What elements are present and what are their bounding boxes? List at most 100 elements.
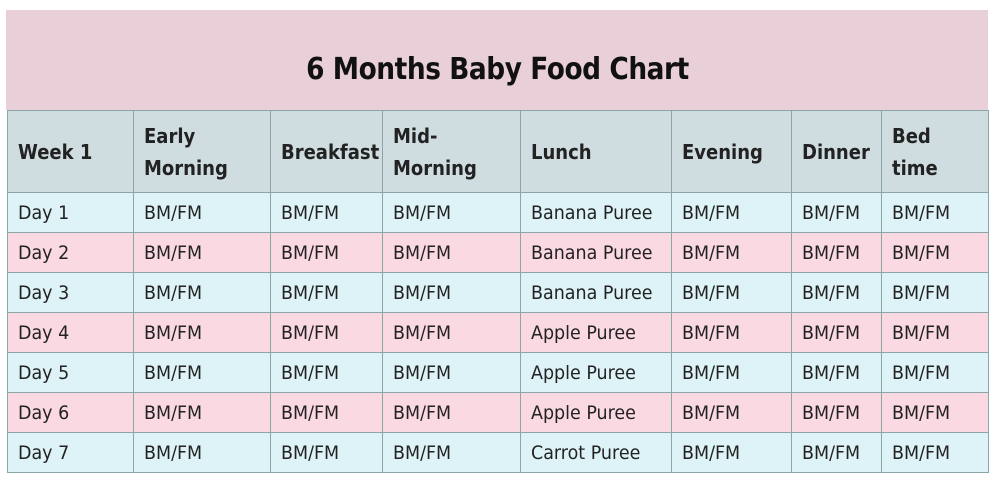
day-label: Day 5 bbox=[18, 361, 70, 384]
header-label: Breakfast bbox=[281, 139, 380, 164]
meal-value: BM/FM bbox=[144, 441, 203, 464]
table-cell: BM/FM bbox=[270, 192, 383, 233]
table-row: Day 6 BM/FM BM/FM BM/FM Apple Puree BM/FM BM/F… bbox=[7, 392, 989, 433]
meal-value: BM/FM bbox=[802, 401, 861, 424]
meal-value: BM/FM bbox=[281, 401, 340, 424]
meal-value: Apple Puree bbox=[531, 401, 636, 424]
table-cell: Day 3 bbox=[7, 272, 134, 313]
table-cell: BM/FM bbox=[671, 352, 792, 393]
meal-value: BM/FM bbox=[281, 441, 340, 464]
table-cell: BM/FM bbox=[791, 392, 882, 433]
table-cell: BM/FM bbox=[133, 432, 271, 473]
table-cell: Apple Puree bbox=[520, 312, 672, 353]
meal-value: BM/FM bbox=[892, 241, 951, 264]
meal-value: BM/FM bbox=[802, 201, 861, 224]
table-cell: BM/FM bbox=[133, 272, 271, 313]
header-week: Week 1 bbox=[7, 110, 134, 193]
meal-value: BM/FM bbox=[682, 401, 741, 424]
table-cell: BM/FM bbox=[382, 312, 521, 353]
meal-value: BM/FM bbox=[802, 361, 861, 384]
table-cell: BM/FM bbox=[791, 272, 882, 313]
table-header-row: Week 1 Early Morning Breakfast Mid-Morning L… bbox=[7, 110, 989, 193]
table-cell: BM/FM bbox=[270, 352, 383, 393]
table-cell: Banana Puree bbox=[520, 232, 672, 273]
table-cell: BM/FM bbox=[382, 272, 521, 313]
table-cell: BM/FM bbox=[671, 192, 792, 233]
food-chart-document: 6 Months Baby Food Chart Week 1 Early Mor… bbox=[6, 10, 989, 473]
meal-value: BM/FM bbox=[892, 441, 951, 464]
meal-value: BM/FM bbox=[144, 321, 203, 344]
meal-value: Apple Puree bbox=[531, 321, 636, 344]
table-cell: BM/FM bbox=[382, 392, 521, 433]
meal-value: BM/FM bbox=[281, 241, 340, 264]
meal-value: BM/FM bbox=[892, 401, 951, 424]
header-label: Week 1 bbox=[18, 139, 93, 164]
meal-value: BM/FM bbox=[393, 281, 452, 304]
header-breakfast: Breakfast bbox=[270, 110, 383, 193]
meal-value: BM/FM bbox=[281, 281, 340, 304]
day-label: Day 6 bbox=[18, 401, 70, 424]
table-cell: BM/FM bbox=[671, 312, 792, 353]
table-cell: BM/FM bbox=[791, 192, 882, 233]
table-cell: BM/FM bbox=[881, 392, 989, 433]
table-cell: BM/FM bbox=[382, 232, 521, 273]
table-cell: Banana Puree bbox=[520, 272, 672, 313]
table-cell: BM/FM bbox=[133, 312, 271, 353]
table-row: Day 7 BM/FM BM/FM BM/FM Carrot Puree BM/FM BM/… bbox=[7, 432, 989, 473]
table-cell: BM/FM bbox=[791, 352, 882, 393]
header-label: Dinner bbox=[802, 139, 870, 164]
table-cell: BM/FM bbox=[881, 432, 989, 473]
table-cell: Banana Puree bbox=[520, 192, 672, 233]
table-cell: BM/FM bbox=[791, 432, 882, 473]
food-chart-table: Week 1 Early Morning Breakfast Mid-Morning L… bbox=[7, 110, 989, 473]
title-banner: 6 Months Baby Food Chart bbox=[6, 10, 988, 110]
table-row: Day 2 BM/FM BM/FM BM/FM Banana Puree BM/FM BM/… bbox=[7, 232, 989, 273]
meal-value: BM/FM bbox=[144, 361, 203, 384]
meal-value: BM/FM bbox=[682, 321, 741, 344]
table-cell: Carrot Puree bbox=[520, 432, 672, 473]
table-cell: BM/FM bbox=[270, 312, 383, 353]
table-cell: BM/FM bbox=[881, 272, 989, 313]
meal-value: BM/FM bbox=[892, 201, 951, 224]
day-label: Day 4 bbox=[18, 321, 70, 344]
header-evening: Evening bbox=[671, 110, 792, 193]
day-label: Day 1 bbox=[18, 201, 70, 224]
table-cell: BM/FM bbox=[270, 432, 383, 473]
header-early-morning: Early Morning bbox=[133, 110, 271, 193]
table-cell: BM/FM bbox=[382, 432, 521, 473]
meal-value: BM/FM bbox=[144, 401, 203, 424]
table-cell: BM/FM bbox=[671, 392, 792, 433]
table-cell: Day 6 bbox=[7, 392, 134, 433]
meal-value: Apple Puree bbox=[531, 361, 636, 384]
header-bed-time: Bed time bbox=[881, 110, 989, 193]
meal-value: BM/FM bbox=[144, 201, 203, 224]
header-label: Bed time bbox=[892, 123, 938, 180]
table-cell: Day 5 bbox=[7, 352, 134, 393]
meal-value: BM/FM bbox=[393, 241, 452, 264]
table-row: Day 4 BM/FM BM/FM BM/FM Apple Puree BM/FM BM/F… bbox=[7, 312, 989, 353]
table-cell: BM/FM bbox=[671, 232, 792, 273]
header-label: Evening bbox=[682, 139, 763, 164]
meal-value: Banana Puree bbox=[531, 201, 653, 224]
table-cell: BM/FM bbox=[270, 272, 383, 313]
table-cell: BM/FM bbox=[133, 192, 271, 233]
meal-value: BM/FM bbox=[892, 321, 951, 344]
meal-value: BM/FM bbox=[393, 401, 452, 424]
table-row: Day 1 BM/FM BM/FM BM/FM Banana Puree BM/FM BM/… bbox=[7, 192, 989, 233]
table-cell: BM/FM bbox=[881, 312, 989, 353]
meal-value: BM/FM bbox=[892, 281, 951, 304]
meal-value: BM/FM bbox=[144, 241, 203, 264]
table-cell: BM/FM bbox=[671, 432, 792, 473]
meal-value: BM/FM bbox=[682, 281, 741, 304]
header-label: Lunch bbox=[531, 139, 592, 164]
meal-value: BM/FM bbox=[802, 241, 861, 264]
table-cell: BM/FM bbox=[791, 312, 882, 353]
meal-value: BM/FM bbox=[281, 201, 340, 224]
day-label: Day 2 bbox=[18, 241, 70, 264]
table-cell: Day 4 bbox=[7, 312, 134, 353]
day-label: Day 3 bbox=[18, 281, 70, 304]
meal-value: BM/FM bbox=[393, 321, 452, 344]
header-mid-morning: Mid-Morning bbox=[382, 110, 521, 193]
table-cell: BM/FM bbox=[382, 192, 521, 233]
table-cell: BM/FM bbox=[671, 272, 792, 313]
